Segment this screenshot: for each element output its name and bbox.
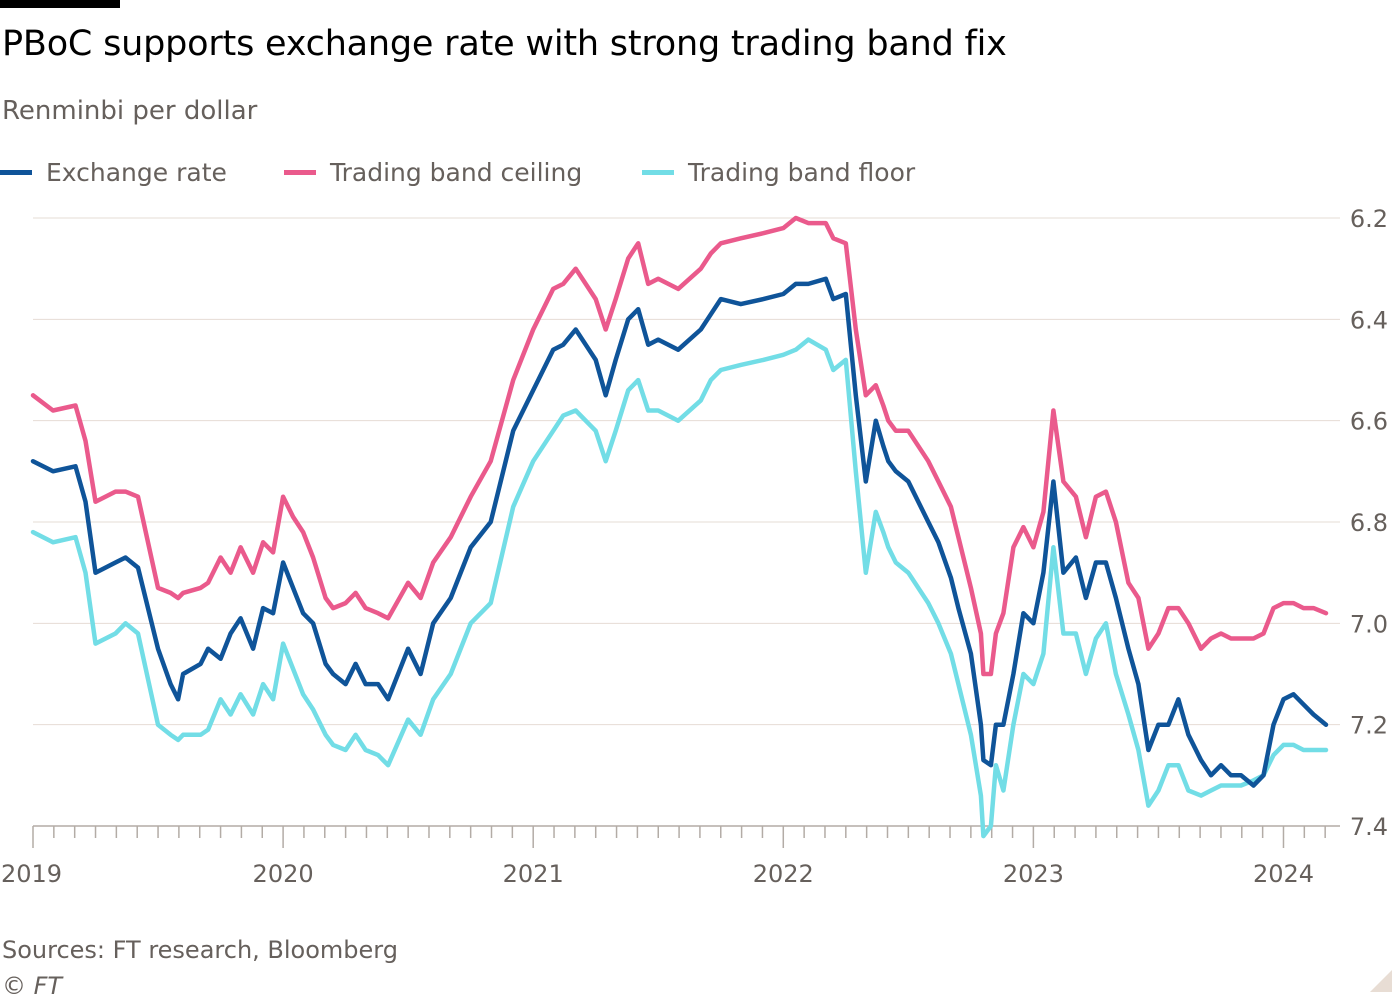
sources-note: Sources: FT research, Bloomberg [2, 936, 398, 964]
legend-item-exchange-rate: Exchange rate [0, 158, 227, 187]
x-tick-label-2021: 2021 [503, 860, 564, 888]
footer: Sources: FT research, Bloomberg © FT [2, 932, 398, 1004]
x-tick-label-2022: 2022 [753, 860, 814, 888]
legend-swatch-trading-band-floor [642, 169, 674, 175]
copyright: © FT [2, 972, 63, 1000]
legend-label-trading-band-floor: Trading band floor [688, 158, 916, 187]
y-tick-label-7.0: 7.0 [1350, 610, 1388, 638]
legend-label-exchange-rate: Exchange rate [46, 158, 227, 187]
y-tick-label-6.8: 6.8 [1350, 509, 1388, 537]
y-tick-label-6.2: 6.2 [1350, 205, 1388, 233]
line-chart: 6.2 6.4 6.6 6.8 7.0 7.2 7.4 2019 2020 2021 2022 202… [1, 205, 1388, 888]
x-tick-label-2023: 2023 [1003, 860, 1064, 888]
y-tick-label-7.2: 7.2 [1350, 712, 1388, 740]
legend-swatch-exchange-rate [0, 169, 32, 175]
legend-label-trading-band-ceiling: Trading band ceiling [330, 158, 583, 187]
legend-item-trading-band-ceiling: Trading band ceiling [284, 158, 582, 187]
y-tick-label-7.4: 7.4 [1350, 813, 1388, 841]
top-rule [0, 0, 120, 8]
series-line-exchange-rate [30, 276, 1329, 788]
chart-subtitle: Renminbi per dollar [2, 96, 258, 126]
y-tick-label-6.4: 6.4 [1350, 306, 1388, 334]
x-tick-label-2019: 2019 [1, 860, 62, 888]
series-line-trading-band-floor [30, 337, 1329, 839]
corner-mark [1370, 970, 1392, 992]
chart-title: PBoC supports exchange rate with strong … [2, 24, 1007, 64]
y-tick-label-6.6: 6.6 [1350, 408, 1388, 436]
legend-item-trading-band-floor: Trading band floor [642, 158, 915, 187]
x-tick-label-2024: 2024 [1253, 860, 1314, 888]
x-tick-label-2020: 2020 [253, 860, 314, 888]
series-line-trading-band-ceiling [30, 215, 1329, 677]
legend-swatch-trading-band-ceiling [284, 169, 316, 175]
